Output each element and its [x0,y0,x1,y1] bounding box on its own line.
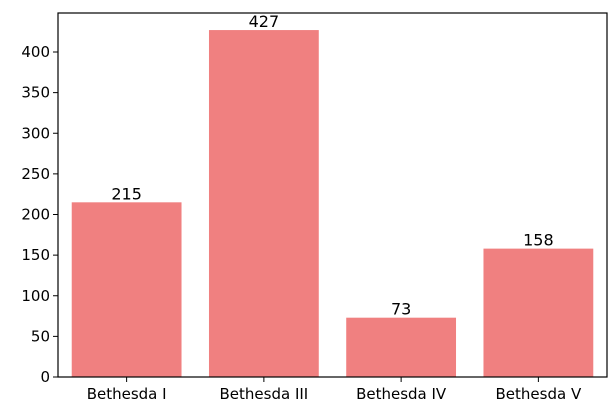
y-tick-label: 100 [21,287,50,305]
x-tick-label: Bethesda IV [356,385,447,403]
y-tick-label: 150 [21,246,50,264]
y-tick-label: 350 [21,84,50,102]
x-tick-label: Bethesda V [496,385,582,403]
y-tick-label: 200 [21,206,50,224]
x-tick-label: Bethesda I [87,385,167,403]
plot-frame [57,12,608,378]
data-labels: 215 427 73 158 [111,12,553,319]
y-tick-label: 250 [21,165,50,183]
bar [346,317,457,377]
y-tick-labels: 0 50 100 150 200 250 300 350 400 [21,43,58,386]
y-tick-label: 50 [31,327,50,345]
bars-group [71,30,594,377]
x-tick-labels: Bethesda I Bethesda III Bethesda IV Bethesd… [87,377,582,403]
y-tick-label: 300 [21,124,50,142]
y-tick-label: 400 [21,43,50,61]
y-tick-label: 0 [40,368,50,386]
bar [483,248,594,377]
x-tick-label: Bethesda III [220,385,309,403]
bar-value-label: 427 [249,12,280,31]
bar-value-label: 215 [111,184,142,203]
bar [208,30,319,377]
bar-value-label: 73 [391,300,411,319]
bar [71,202,182,377]
bar-value-label: 158 [523,231,554,250]
